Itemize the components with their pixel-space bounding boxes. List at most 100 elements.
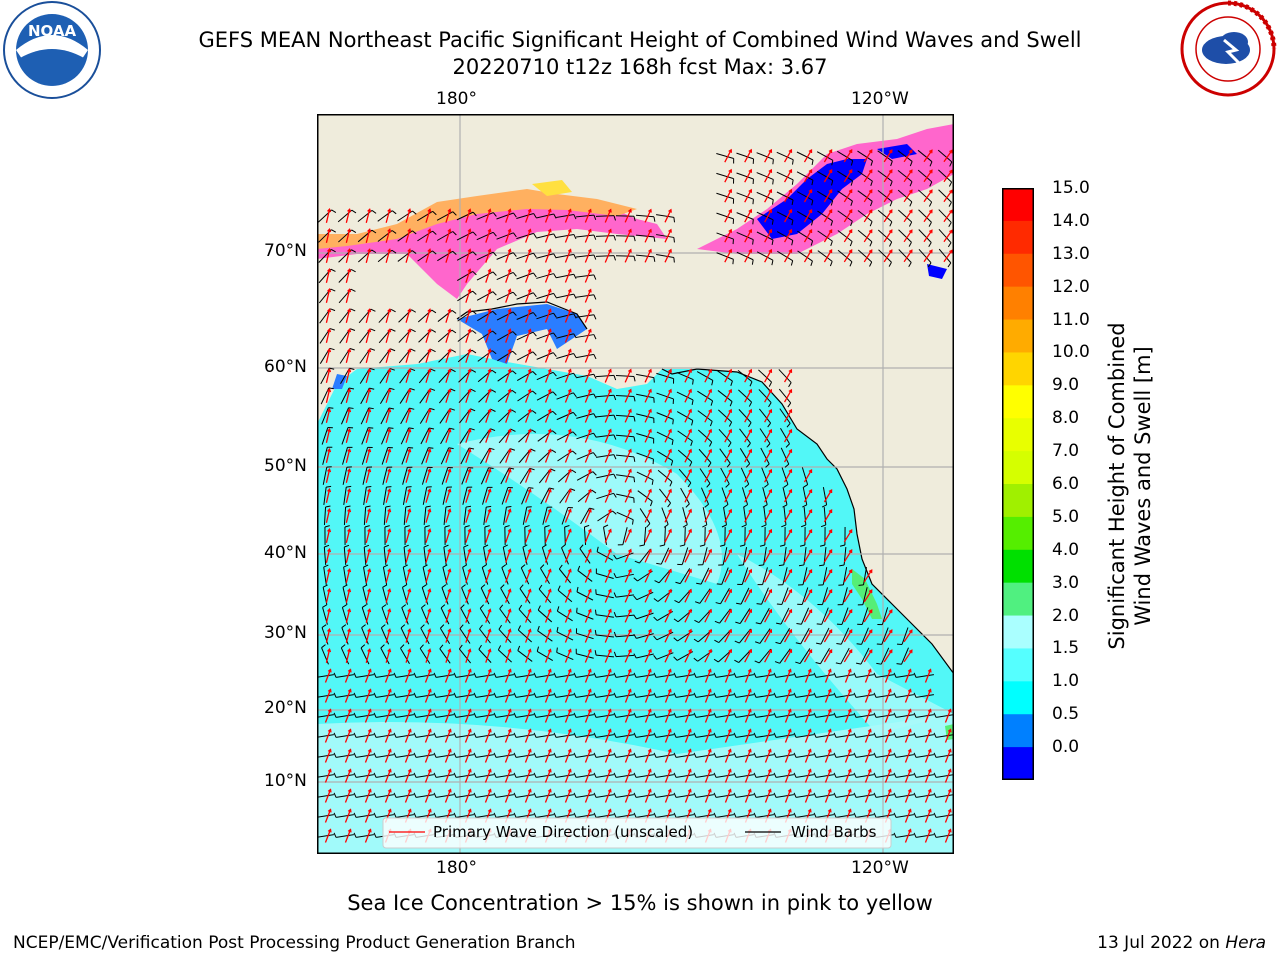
wind-barb-flag: [553, 293, 557, 298]
wave-arrow-head: [567, 768, 572, 773]
wave-direction-arrow: [584, 729, 592, 743]
wave-arrow-head: [668, 248, 672, 253]
wind-barb-flag: [779, 544, 786, 547]
wave-arrow-head: [447, 408, 452, 413]
wind-barb: [321, 407, 329, 425]
wave-arrow-head: [907, 788, 912, 793]
wind-barb: [737, 369, 753, 383]
wave-arrow-head: [828, 588, 833, 593]
wave-arrow-head: [427, 508, 432, 513]
wave-arrow-head: [547, 428, 552, 433]
wind-barb-flag: [353, 752, 357, 758]
wind-barb-flag: [613, 592, 617, 598]
wave-direction-arrow: [764, 789, 772, 803]
wind-barb: [457, 310, 473, 322]
wave-arrow-head: [888, 229, 893, 234]
wave-arrow-head: [507, 608, 512, 613]
wave-direction-arrow: [444, 709, 452, 723]
wind-barb: [716, 192, 734, 200]
wave-direction-arrow: [564, 329, 572, 343]
wave-direction-arrow: [704, 789, 712, 803]
wind-barb: [417, 250, 433, 262]
wave-direction-arrow: [365, 469, 371, 483]
wind-barb-flag: [633, 692, 637, 698]
wave-arrow-head: [788, 508, 793, 513]
wind-barb: [396, 814, 414, 818]
wave-arrow-head: [427, 468, 432, 473]
wave-direction-arrow: [903, 169, 913, 183]
wind-barb: [761, 587, 769, 605]
wind-barb-flag: [850, 221, 853, 227]
wave-arrow-head: [747, 748, 752, 753]
wind-barb: [556, 372, 574, 380]
wind-barb-flag: [752, 219, 754, 225]
wind-barb: [738, 389, 752, 403]
wind-barb: [837, 170, 853, 182]
wave-direction-arrow: [584, 289, 592, 303]
wave-arrow-head: [668, 588, 672, 593]
wind-barb: [676, 371, 694, 381]
wave-direction-arrow: [345, 269, 351, 283]
wind-barb-flag: [671, 439, 674, 445]
wave-arrow-head: [367, 668, 372, 673]
wind-barb: [877, 190, 893, 202]
wind-barb-flag: [453, 752, 457, 758]
wave-direction-arrow: [564, 349, 572, 363]
wind-barb-flag: [753, 692, 757, 698]
wave-direction-arrow: [624, 509, 632, 523]
wind-barb-flag: [353, 792, 357, 798]
wave-direction-arrow: [544, 529, 552, 543]
wind-barb-flag: [773, 732, 777, 738]
wind-barb: [756, 231, 774, 241]
wind-barb-flag: [634, 560, 640, 564]
wind-barb-flag: [556, 647, 558, 653]
wave-direction-arrow: [783, 169, 793, 183]
wind-barb: [758, 369, 772, 383]
wind-barb: [857, 249, 873, 263]
wind-barb: [696, 734, 714, 738]
wind-barb: [836, 674, 854, 678]
wind-barb-flag: [492, 232, 497, 237]
wave-arrow-head: [487, 308, 492, 313]
wave-arrow-head: [527, 248, 532, 253]
wave-arrow-head: [887, 708, 892, 713]
wind-barb: [615, 394, 635, 398]
wave-arrow-head: [567, 468, 572, 473]
wave-direction-arrow: [385, 329, 391, 343]
wave-direction-arrow: [843, 249, 853, 263]
wind-barb: [861, 607, 869, 625]
wave-arrow-head: [788, 168, 793, 173]
wind-barb: [896, 754, 914, 758]
wave-direction-arrow: [604, 629, 612, 643]
wave-direction-arrow: [584, 349, 592, 363]
wave-arrow-head: [407, 668, 412, 673]
wave-direction-arrow: [404, 729, 412, 743]
wave-direction-arrow: [445, 309, 451, 323]
wave-arrow-head: [828, 168, 833, 173]
wave-direction-arrow: [783, 649, 793, 663]
wave-direction-arrow: [505, 449, 511, 463]
wind-barb-flag: [430, 348, 436, 353]
wind-barb-flag: [869, 261, 873, 267]
wave-arrow-head: [708, 608, 712, 613]
wave-direction-arrow: [524, 729, 532, 743]
wind-barb: [799, 648, 811, 664]
wind-barb: [636, 471, 654, 481]
wave-direction-arrow: [344, 709, 352, 723]
wave-arrow-head: [748, 388, 753, 393]
wave-arrow-head: [768, 588, 773, 593]
wave-arrow-head: [828, 148, 833, 153]
wind-barb-flag: [631, 519, 634, 525]
wind-barb-flag: [573, 234, 577, 240]
wave-arrow-head: [527, 548, 532, 553]
wave-arrow-head: [887, 668, 892, 673]
wind-barb: [376, 734, 394, 738]
wave-direction-arrow: [465, 229, 471, 243]
wind-barb: [842, 587, 848, 605]
wave-arrow-head: [647, 768, 652, 773]
wave-direction-arrow: [924, 749, 932, 763]
wave-arrow-head: [607, 608, 612, 613]
wave-direction-arrow: [783, 389, 793, 403]
wave-arrow-head: [907, 828, 912, 833]
wave-arrow-head: [507, 728, 512, 733]
